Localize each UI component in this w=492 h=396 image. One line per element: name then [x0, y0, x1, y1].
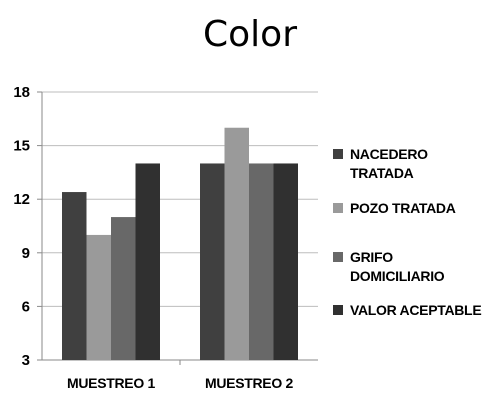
bar-grifo-domiciliario-2 — [249, 163, 274, 360]
bar-valor-aceptable-2 — [273, 163, 298, 360]
legend-swatch — [333, 203, 343, 213]
bar-nacedero-tratada-2 — [200, 163, 225, 360]
y-tick-label: 15 — [13, 138, 30, 155]
chart-title: Color — [203, 14, 297, 55]
legend-label-line: GRIFO — [350, 249, 393, 265]
x-category-label: MUESTREO 2 — [205, 375, 294, 391]
legend-label-line: TRATADA — [350, 165, 414, 181]
bar-valor-aceptable-1 — [135, 163, 160, 360]
bar-nacedero-tratada-1 — [62, 192, 87, 360]
legend-swatch — [333, 149, 343, 159]
y-tick-label: 3 — [22, 352, 30, 369]
x-category-label: MUESTREO 1 — [67, 375, 156, 391]
y-tick-label: 12 — [13, 191, 30, 208]
bar-grifo-domiciliario-1 — [111, 217, 136, 360]
axis-labels: 3 6 9 12 15 18 MUESTREO 1 MUESTREO 2 — [13, 84, 294, 391]
bar-pozo-tratada-2 — [224, 127, 249, 360]
legend-label: GRIFO DOMICILIARIO — [350, 249, 445, 284]
legend-label-line: DOMICILIARIO — [350, 268, 445, 284]
bar-pozo-tratada-1 — [86, 234, 111, 360]
y-tick-label: 18 — [13, 84, 30, 101]
y-tick-label: 6 — [22, 298, 30, 315]
legend-label-line: VALOR ACEPTABLE — [350, 302, 481, 318]
legend-label-line: NACEDERO — [350, 146, 428, 162]
legend-swatch — [333, 252, 343, 262]
legend-label: VALOR ACEPTABLE — [350, 302, 481, 318]
legend-label: NACEDERO TRATADA — [350, 146, 428, 181]
legend: NACEDERO TRATADA POZO TRATADA GRIFO DOMICILI… — [333, 146, 482, 318]
legend-label: POZO TRATADA — [350, 200, 456, 216]
y-tick-label: 9 — [22, 245, 30, 262]
bars — [62, 127, 298, 360]
legend-label-line: POZO TRATADA — [350, 200, 456, 216]
legend-swatch — [333, 305, 343, 315]
